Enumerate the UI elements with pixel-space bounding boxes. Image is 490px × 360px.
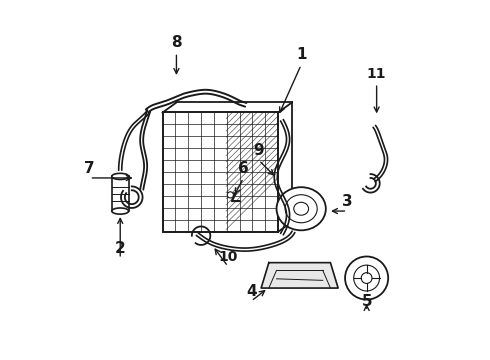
Ellipse shape [276, 187, 326, 230]
Ellipse shape [112, 208, 129, 214]
Text: 10: 10 [219, 250, 238, 264]
Bar [163, 112, 278, 232]
Text: 8: 8 [171, 35, 182, 50]
Text: 1: 1 [296, 48, 306, 62]
Text: 11: 11 [367, 67, 387, 81]
Circle shape [227, 192, 233, 198]
Ellipse shape [112, 173, 129, 180]
Ellipse shape [294, 202, 309, 215]
Text: 2: 2 [115, 242, 125, 256]
Text: 3: 3 [342, 194, 353, 209]
Polygon shape [261, 263, 338, 288]
Text: 5: 5 [361, 294, 372, 309]
Circle shape [354, 265, 380, 291]
Circle shape [361, 273, 372, 283]
Text: 4: 4 [246, 284, 256, 299]
Text: 7: 7 [84, 161, 95, 176]
Text: 6: 6 [238, 161, 249, 176]
Ellipse shape [285, 195, 317, 223]
Bar [112, 176, 129, 211]
Circle shape [345, 256, 388, 300]
Text: 9: 9 [253, 143, 264, 158]
